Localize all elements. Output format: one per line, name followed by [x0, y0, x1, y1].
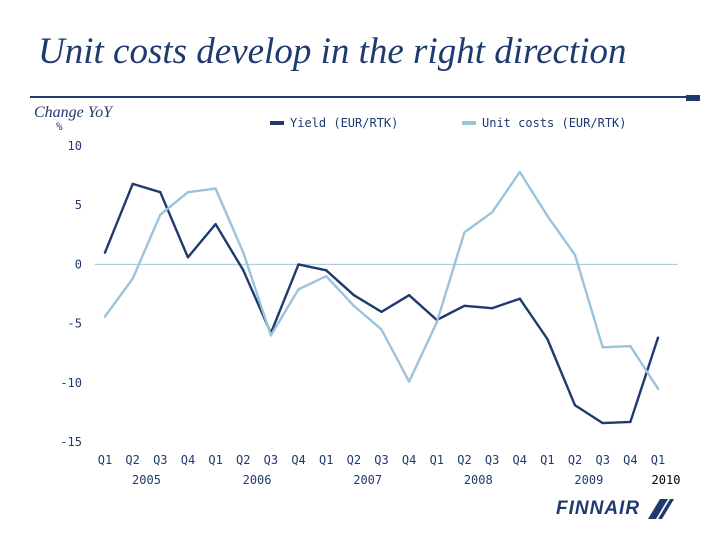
- x-tick-label: Q2: [347, 453, 361, 467]
- series-line-yield: [103, 182, 660, 425]
- x-tick-label: Q1: [319, 453, 333, 467]
- x-tick-label: Q2: [125, 453, 139, 467]
- y-axis-unit: %: [56, 120, 63, 133]
- data-point-unit-costs: [518, 170, 521, 174]
- year-label: 2005: [132, 473, 161, 487]
- data-point-unit-costs: [435, 321, 438, 324]
- x-tick-label: Q3: [153, 453, 167, 467]
- logo-emblem-icon: [648, 499, 675, 519]
- data-point-unit-costs: [352, 304, 356, 308]
- y-tick-label: -5: [68, 317, 82, 331]
- data-point-yield: [407, 293, 411, 297]
- x-tick-label: Q2: [457, 453, 471, 467]
- data-point-yield: [131, 182, 134, 186]
- data-point-yield: [546, 337, 549, 341]
- data-point-unit-costs: [186, 190, 190, 194]
- data-point-yield: [242, 269, 245, 272]
- data-point-yield: [352, 293, 356, 297]
- legend-label-unit-costs: Unit costs (EUR/RTK): [482, 116, 627, 130]
- finnair-logo: FINNAIR: [556, 497, 676, 521]
- data-point-unit-costs: [546, 214, 549, 218]
- data-point-unit-costs: [159, 213, 162, 216]
- x-tick-label: Q3: [264, 453, 278, 467]
- data-point-yield: [601, 421, 604, 425]
- data-point-unit-costs: [629, 344, 632, 348]
- year-label: 2008: [464, 473, 493, 487]
- legend-item-yield: Yield (EUR/RTK): [270, 116, 398, 130]
- x-tick-label: Q3: [595, 453, 609, 467]
- data-point-yield: [325, 269, 328, 272]
- year-label: 2009: [574, 473, 603, 487]
- data-point-unit-costs: [463, 231, 466, 234]
- data-point-unit-costs: [297, 288, 300, 291]
- x-tick-label: Q4: [623, 453, 637, 467]
- x-tick-label: Q4: [181, 453, 195, 467]
- data-point-yield: [656, 336, 660, 340]
- year-label: 2010: [652, 473, 681, 487]
- title-divider-tab: [686, 95, 700, 101]
- data-point-yield: [629, 420, 632, 424]
- data-point-yield: [380, 310, 383, 313]
- data-point-yield: [573, 404, 577, 407]
- x-tick-label: Q1: [651, 453, 665, 467]
- data-point-yield: [297, 263, 300, 266]
- x-tick-label: Q1: [208, 453, 222, 467]
- x-tick-label: Q3: [374, 453, 388, 467]
- data-point-unit-costs: [656, 387, 660, 390]
- year-label: 2007: [353, 473, 382, 487]
- data-point-unit-costs: [269, 334, 273, 337]
- data-point-unit-costs: [407, 380, 411, 383]
- title-divider: [30, 96, 700, 98]
- data-point-unit-costs: [325, 275, 328, 278]
- chart-title: Change YoY: [34, 104, 113, 121]
- data-point-unit-costs: [380, 328, 383, 331]
- legend-swatch-unit-costs: [462, 121, 476, 125]
- data-point-unit-costs: [214, 187, 217, 190]
- y-tick-label: -15: [60, 435, 82, 449]
- y-tick-label: 5: [75, 198, 82, 212]
- y-tick-label: 0: [75, 257, 82, 271]
- data-point-unit-costs: [490, 211, 494, 214]
- x-tick-label: Q1: [98, 453, 112, 467]
- x-tick-label: Q1: [430, 453, 444, 467]
- data-point-yield: [186, 256, 190, 259]
- data-point-yield: [518, 297, 521, 300]
- data-point-unit-costs: [103, 315, 107, 318]
- data-point-unit-costs: [131, 277, 134, 280]
- x-tick-label: Q1: [540, 453, 554, 467]
- data-point-unit-costs: [601, 346, 604, 349]
- data-point-unit-costs: [573, 253, 577, 257]
- year-label: 2006: [243, 473, 272, 487]
- y-tick-label: -10: [60, 376, 82, 390]
- x-tick-label: Q2: [236, 453, 250, 467]
- data-point-yield: [490, 307, 494, 310]
- x-tick-label: Q4: [402, 453, 416, 467]
- legend-item-unit-costs: Unit costs (EUR/RTK): [462, 116, 627, 130]
- legend-label-yield: Yield (EUR/RTK): [290, 116, 399, 130]
- y-tick-label: 10: [68, 139, 82, 153]
- data-point-yield: [214, 222, 217, 226]
- data-point-yield: [103, 251, 107, 254]
- slide-title: Unit costs develop in the right directio…: [38, 31, 627, 72]
- x-tick-label: Q2: [568, 453, 582, 467]
- data-point-unit-costs: [242, 251, 245, 254]
- x-tick-label: Q3: [485, 453, 499, 467]
- legend-swatch-yield: [270, 121, 284, 125]
- x-tick-label: Q4: [513, 453, 527, 467]
- logo-wordmark: FINNAIR: [556, 498, 641, 519]
- data-point-yield: [463, 304, 466, 308]
- x-tick-label: Q4: [291, 453, 305, 467]
- series-line-unit-costs: [103, 170, 660, 390]
- data-point-yield: [159, 190, 162, 194]
